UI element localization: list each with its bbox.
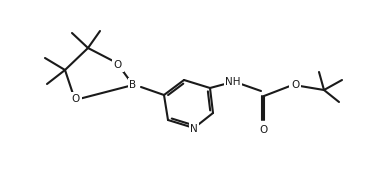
Text: O: O xyxy=(72,94,80,104)
Text: O: O xyxy=(260,125,268,135)
Text: N: N xyxy=(190,124,198,134)
Text: O: O xyxy=(291,80,299,90)
Text: O: O xyxy=(114,60,122,70)
Text: B: B xyxy=(129,80,137,90)
Text: NH: NH xyxy=(225,77,241,87)
